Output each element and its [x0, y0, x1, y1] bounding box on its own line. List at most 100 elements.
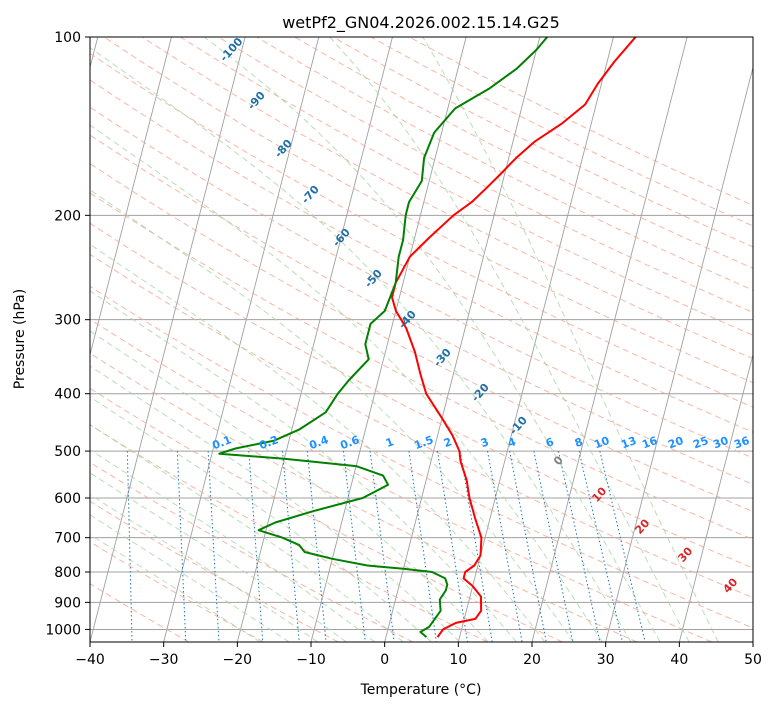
- x-tick-label: −40: [75, 652, 105, 668]
- mixing-ratio-label: 20: [666, 434, 685, 452]
- dry-adiabat-label: -70: [299, 183, 322, 207]
- isotherm-line: [678, 352, 753, 642]
- moist-adiabat-line: [90, 514, 290, 642]
- mixing-ratio-line: [459, 451, 493, 642]
- dry-adiabat-line: [90, 500, 339, 642]
- y-tick-label: 800: [54, 565, 81, 581]
- dry-adiabat-label: -80: [272, 137, 295, 161]
- dry-adiabat-line: [90, 318, 712, 642]
- x-tick-label: 40: [670, 652, 688, 668]
- mixing-ratio-line: [599, 450, 646, 642]
- y-tick-label: 500: [54, 444, 81, 460]
- isotherm-line: [236, 37, 393, 642]
- dry-adiabat-line: [90, 352, 638, 642]
- mixing-ratio-line: [558, 450, 601, 642]
- mixing-ratio-line: [282, 451, 300, 642]
- isotherm-line: [90, 37, 246, 642]
- moist-adiabat-line: [90, 396, 432, 642]
- dry-adiabat-line: [90, 285, 753, 629]
- dry-adiabat-line: [90, 192, 753, 541]
- dry-adiabat-line: [90, 106, 753, 459]
- moist-adiabat-line: [90, 46, 632, 642]
- mixing-ratio-line: [578, 450, 623, 642]
- mixing-ratio-label: 10: [592, 434, 611, 452]
- moist-adiabat-line: [90, 189, 574, 642]
- isotherm-line: [605, 65, 753, 642]
- mixing-ratio-label: 36: [732, 434, 751, 452]
- dry-adiabat-line: [90, 461, 414, 642]
- x-tick-label: 50: [744, 652, 762, 668]
- mixing-ratio-label: 16: [640, 434, 659, 452]
- moist-adiabat-line: [90, 365, 461, 642]
- x-tick-label: 30: [597, 652, 615, 668]
- moist-adiabat-line: [90, 290, 517, 642]
- mixing-ratio-label: 4: [506, 435, 518, 450]
- moist-adiabat-line: [90, 472, 347, 642]
- isotherm-line: [163, 37, 320, 642]
- dry-adiabat-label: -50: [362, 267, 385, 291]
- dry-adiabat-line: [90, 424, 488, 642]
- moist-adiabat-line: [90, 243, 546, 642]
- dry-adiabat-line: [409, 37, 753, 206]
- y-tick-label: 200: [54, 208, 81, 224]
- mixing-ratio-label: 30: [711, 434, 730, 452]
- dry-adiabat-line: [90, 134, 753, 486]
- mixing-ratio-line: [306, 451, 327, 642]
- mixing-ratio-line: [369, 451, 395, 642]
- chart-title: wetPf2_GN04.2026.002.15.14.G25: [282, 13, 560, 33]
- x-tick-label: −30: [149, 652, 179, 668]
- dry-adiabat-line: [90, 52, 753, 408]
- mixing-ratio-label: 1.5: [412, 433, 435, 452]
- y-axis: 1000 900 800 700 600 500 400 300 200 100: [45, 30, 90, 638]
- mixing-ratio-label: 8: [573, 435, 585, 450]
- y-tick-label: 1000: [45, 622, 81, 638]
- dry-adiabat-line: [90, 253, 753, 599]
- isotherm-line: [90, 37, 172, 357]
- dry-adiabat-label: 20: [632, 516, 652, 536]
- temperature-profile: [391, 37, 637, 638]
- mixing-ratio-label: 0.1: [210, 433, 233, 452]
- mixing-ratio-label: 2: [442, 435, 454, 450]
- mixing-ratio-line: [408, 451, 437, 642]
- mixing-ratio-label: 25: [691, 434, 710, 451]
- dry-adiabat-label: 10: [589, 484, 609, 504]
- x-tick-label: −20: [223, 652, 253, 668]
- dry-adiabat-line: [90, 222, 753, 569]
- mixing-ratio-line: [207, 451, 220, 642]
- mixing-ratio-line: [533, 451, 574, 642]
- isotherm-line: [457, 37, 614, 642]
- mixing-ratio-line: [248, 451, 264, 642]
- dry-adiabat-line: [370, 37, 753, 227]
- dry-adiabat-label: 40: [720, 575, 740, 595]
- moist-adiabat-line: [90, 449, 376, 642]
- mixing-ratio-line: [436, 451, 469, 642]
- mixing-ratio-line: [342, 451, 366, 642]
- dry-adiabat-label: -10: [507, 414, 530, 438]
- moist-adiabat-line: [90, 330, 489, 642]
- mixing-ratio-label: 0.4: [307, 433, 330, 452]
- dry-adiabat-line: [90, 541, 264, 642]
- moist-adiabat-line: [422, 37, 719, 642]
- moist-adiabat-line: [203, 37, 661, 642]
- moist-adiabat-line: [329, 37, 690, 642]
- y-axis-label: Pressure (hPa): [12, 289, 28, 389]
- moist-adiabat-line: [90, 493, 319, 642]
- mixing-ratio-line: [176, 451, 187, 642]
- x-tick-label: 20: [523, 652, 541, 668]
- dewpoint-profile: [218, 37, 548, 638]
- isotherm-line: [531, 37, 688, 642]
- dry-adiabat-label: -90: [245, 89, 268, 113]
- mixing-ratio-label: 13: [619, 434, 638, 451]
- x-tick-label: 10: [449, 652, 467, 668]
- isotherm-line: [752, 640, 753, 642]
- y-tick-label: 700: [54, 531, 81, 547]
- x-axis-label: Temperature (°C): [360, 682, 482, 698]
- sounding-profiles: [218, 37, 637, 638]
- moist-adiabat-line: [90, 424, 404, 642]
- plot-frame: [89, 36, 754, 643]
- moist-adiabat-line: [90, 124, 603, 642]
- mixing-ratio-line: [509, 451, 547, 642]
- mixing-ratio-line: [487, 451, 523, 642]
- isotherm-line: [384, 37, 541, 642]
